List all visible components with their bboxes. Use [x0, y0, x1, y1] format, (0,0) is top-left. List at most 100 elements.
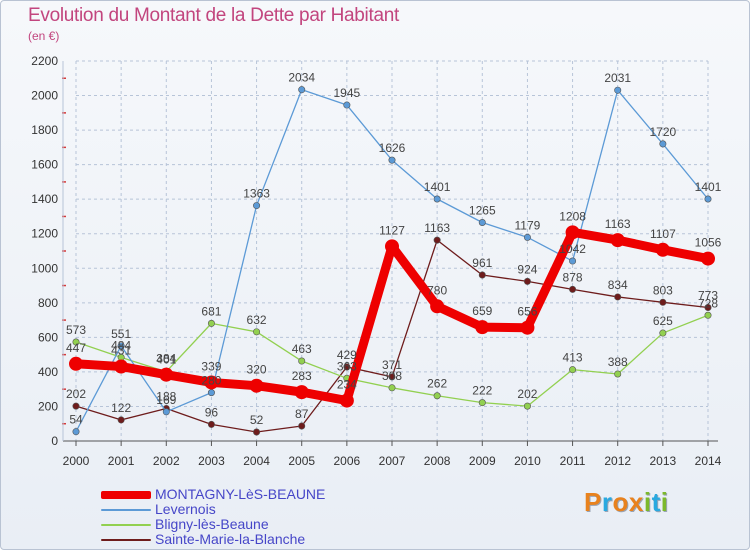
data-label: 52	[250, 413, 264, 427]
data-label: 429	[337, 348, 357, 362]
data-label: 122	[111, 401, 131, 415]
data-point	[704, 195, 712, 203]
data-label: 384	[156, 352, 176, 366]
data-point	[569, 257, 577, 265]
data-point	[298, 422, 306, 430]
legend-label: Sainte-Marie-la-Blanche	[155, 531, 306, 547]
data-point	[69, 356, 83, 371]
chart-title: Evolution du Montant de la Dette par Hab…	[28, 5, 399, 26]
data-label: 431	[111, 344, 131, 358]
data-label: 803	[653, 283, 673, 297]
data-point	[659, 140, 667, 148]
data-label: 320	[247, 363, 267, 377]
data-label: 961	[472, 256, 492, 270]
data-label: 625	[653, 314, 673, 328]
x-tick-label: 2007	[379, 454, 406, 468]
data-point	[430, 299, 445, 314]
data-label: 1179	[515, 218, 541, 232]
data-label: 188	[156, 390, 176, 404]
x-tick-label: 2006	[334, 454, 361, 468]
x-tick-label: 2010	[514, 454, 541, 468]
data-label: 2031	[604, 71, 631, 85]
data-label: 773	[698, 288, 718, 302]
data-point	[343, 101, 351, 109]
data-point	[520, 320, 535, 335]
data-label: 1056	[695, 236, 722, 250]
data-label: 1363	[243, 187, 270, 201]
data-label: 339	[201, 359, 221, 373]
x-tick-label: 2001	[108, 454, 135, 468]
data-point	[207, 389, 215, 397]
data-label: 413	[563, 351, 583, 365]
x-tick-label: 2012	[604, 454, 631, 468]
data-label: 283	[292, 369, 312, 383]
data-point	[433, 392, 441, 400]
legend: MONTAGNY-LèS-BEAUNE Levernois Bligny-lès-B…	[101, 486, 421, 547]
data-label: 1626	[379, 141, 406, 155]
x-tick-label: 2004	[243, 454, 270, 468]
data-point	[159, 367, 174, 382]
y-tick-label: 1200	[31, 227, 58, 241]
proxiti-logo: Proxiti	[584, 487, 669, 517]
data-label: 1401	[424, 180, 451, 194]
data-point	[388, 384, 396, 392]
data-point	[117, 342, 125, 350]
data-point	[207, 420, 215, 428]
data-point	[610, 233, 625, 248]
data-label: 401	[156, 353, 176, 367]
y-tick-label: 0	[51, 434, 58, 448]
legend-swatch	[101, 509, 151, 511]
data-point	[704, 311, 712, 319]
data-label: 363	[337, 359, 357, 373]
legend-label: MONTAGNY-LèS-BEAUNE	[155, 486, 326, 502]
data-point	[343, 363, 351, 371]
data-point	[253, 428, 261, 436]
data-label: 388	[608, 355, 628, 369]
data-label: 573	[66, 323, 86, 337]
data-point	[72, 428, 80, 436]
data-point	[249, 378, 264, 393]
data-point	[72, 402, 80, 410]
x-tick-label: 2014	[695, 454, 722, 468]
data-label: 834	[608, 278, 628, 292]
x-tick-label: 2009	[469, 454, 496, 468]
y-tick-label: 1600	[31, 158, 58, 172]
data-label: 1042	[559, 242, 586, 256]
data-point	[569, 366, 577, 374]
data-label: 222	[472, 384, 492, 398]
data-label: 96	[205, 405, 219, 419]
data-label: 1401	[695, 180, 722, 194]
data-label: 484	[111, 338, 131, 352]
data-label: 1163	[605, 217, 631, 231]
data-point	[433, 236, 441, 244]
data-point	[385, 239, 399, 254]
data-point	[294, 385, 309, 400]
data-point	[204, 375, 219, 390]
data-point	[704, 303, 712, 311]
data-point	[433, 195, 441, 203]
data-point	[388, 373, 396, 381]
data-point	[72, 338, 80, 346]
data-point	[565, 225, 580, 240]
legend-label: Levernois	[155, 501, 216, 517]
y-tick-label: 2000	[31, 89, 58, 103]
data-label: 1163	[424, 221, 450, 235]
y-tick-label: 1800	[31, 123, 58, 137]
data-label: 728	[698, 296, 718, 310]
data-label: 169	[156, 393, 176, 407]
data-label: 656	[517, 305, 537, 319]
data-point	[523, 402, 531, 410]
data-label: 1265	[469, 204, 496, 218]
data-point	[569, 285, 577, 293]
data-label: 234	[337, 378, 357, 392]
data-point	[253, 328, 261, 336]
y-tick-label: 1400	[31, 192, 58, 206]
legend-item: Sainte-Marie-la-Blanche	[101, 531, 421, 547]
data-label: 1127	[379, 223, 405, 237]
data-label: 681	[201, 304, 221, 318]
data-point	[523, 277, 531, 285]
x-tick-label: 2003	[198, 454, 225, 468]
data-point	[339, 393, 354, 408]
y-tick-label: 800	[38, 296, 58, 310]
